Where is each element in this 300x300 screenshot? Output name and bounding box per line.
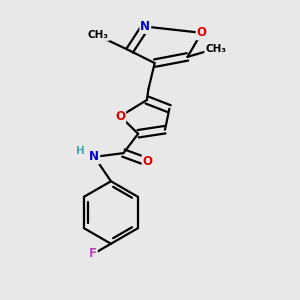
Text: N: N <box>89 150 99 164</box>
Text: CH₃: CH₃ <box>88 30 109 40</box>
Text: CH₃: CH₃ <box>205 44 226 54</box>
Text: N: N <box>140 20 150 33</box>
Text: O: O <box>115 110 125 123</box>
Text: H: H <box>76 146 85 156</box>
Text: O: O <box>142 155 152 168</box>
Text: O: O <box>196 26 207 39</box>
Text: F: F <box>89 248 97 260</box>
